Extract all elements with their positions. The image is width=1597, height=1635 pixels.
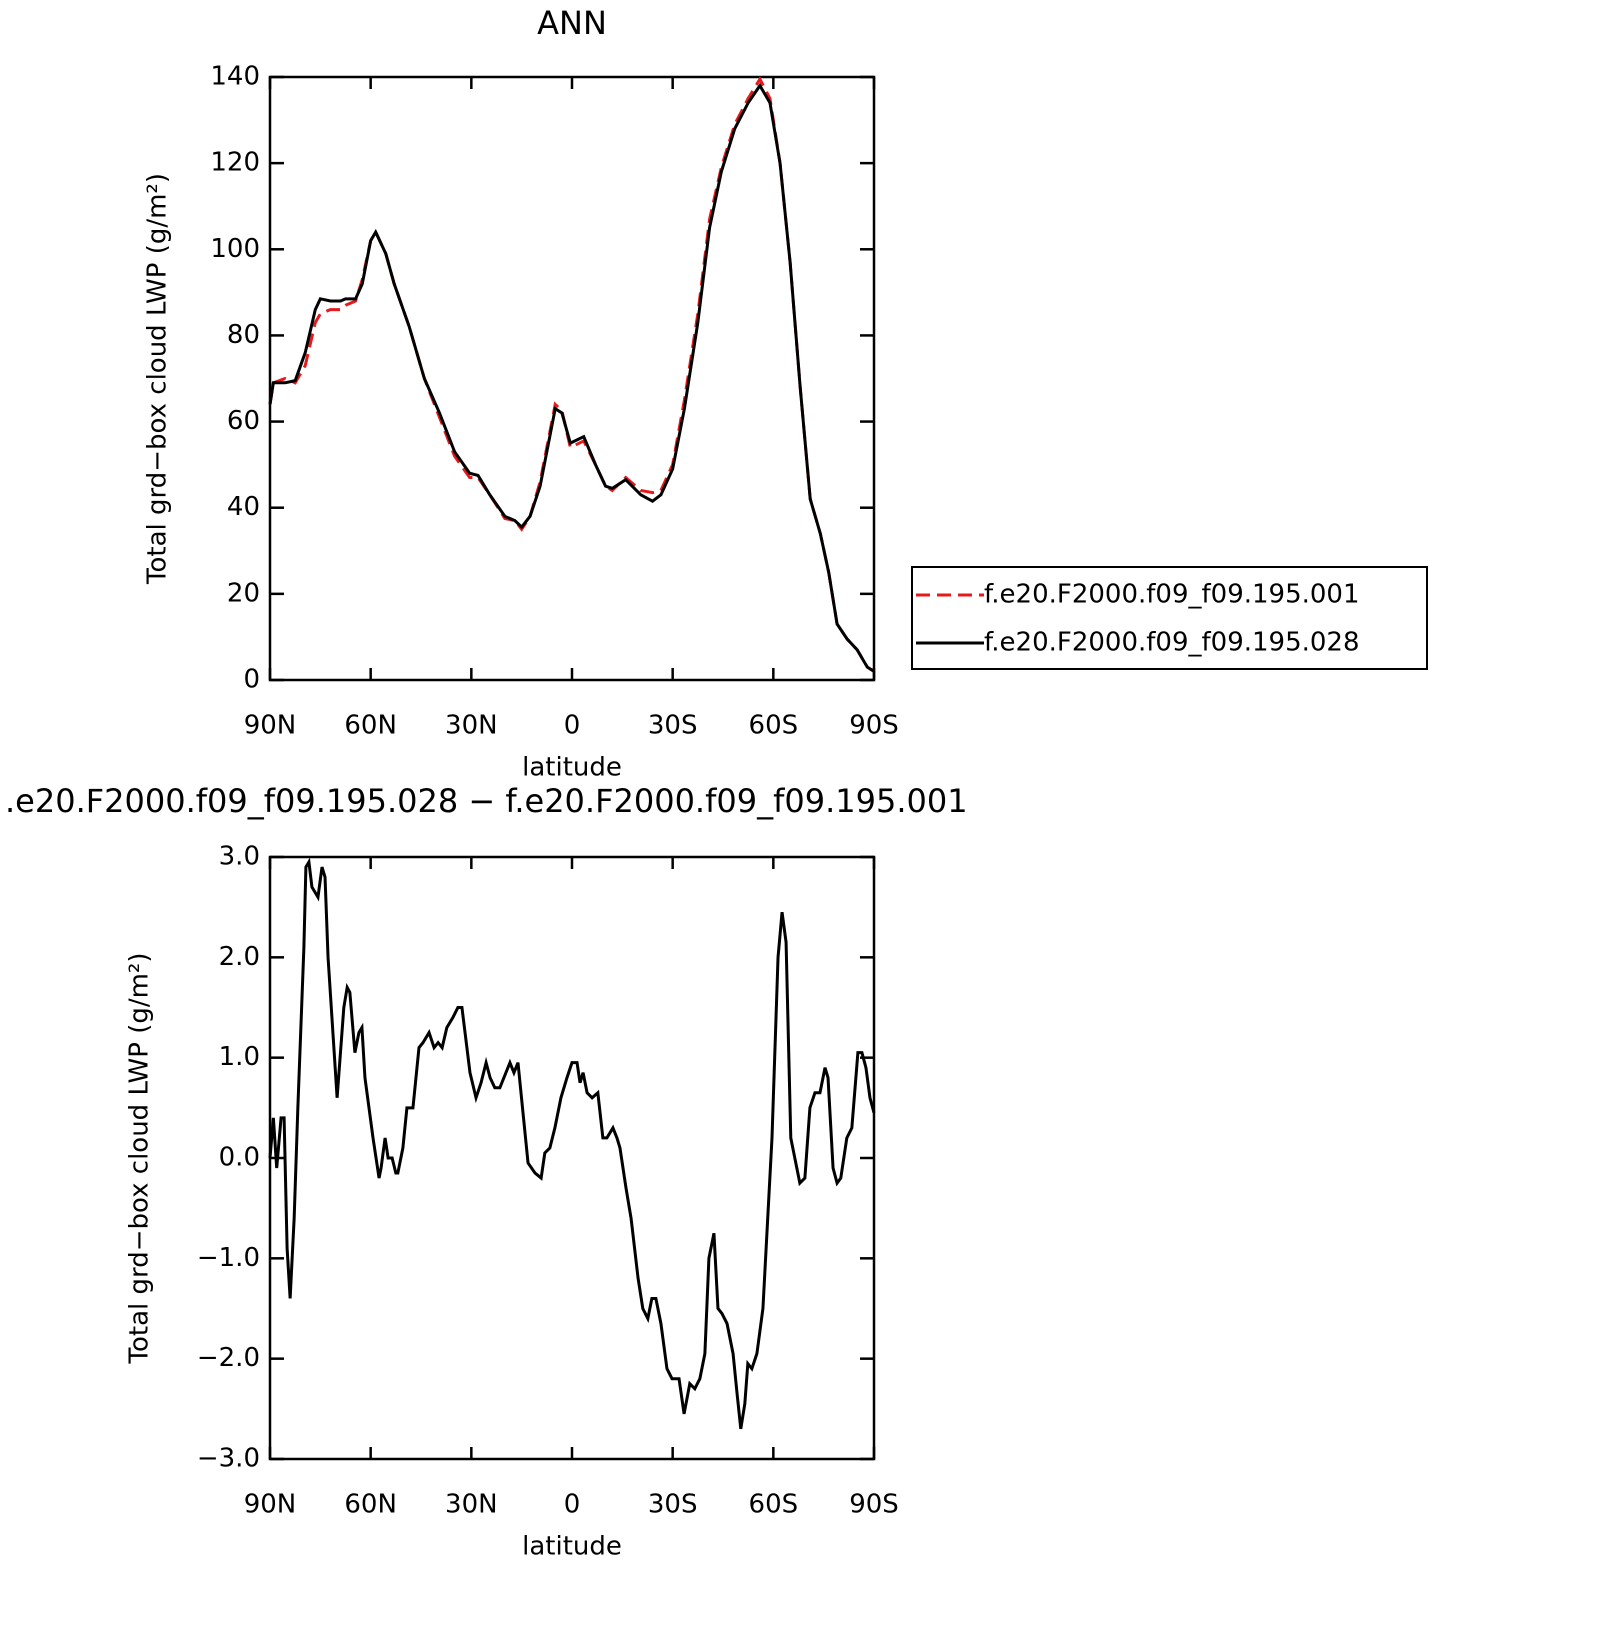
x-tick-label: 60S [749,1490,799,1520]
x-tick-label: 60N [344,711,397,741]
x-tick-label: 0 [564,711,581,741]
x-tick-label: 60S [749,711,799,741]
x-tick-label: 90S [849,1490,899,1520]
chart-title: ANN [537,4,607,42]
legend-label: f.e20.F2000.f09_f09.195.028 [984,628,1360,658]
y-tick-label: 140 [210,62,260,92]
x-tick-label: 90N [244,1490,297,1520]
y-tick-label: 3.0 [219,842,260,872]
y-tick-label: 80 [227,320,260,350]
y-tick-label: −3.0 [197,1444,260,1474]
y-tick-label: 20 [227,578,260,608]
y-tick-label: 1.0 [219,1042,260,1072]
y-tick-label: 60 [227,406,260,436]
data-line [268,82,875,673]
x-tick-label: 0 [564,1490,581,1520]
legend-label: f.e20.F2000.f09_f09.195.001 [984,580,1360,610]
chart-title: .e20.F2000.f09_f09.195.028 − f.e20.F2000… [5,782,968,820]
y-tick-label: 100 [210,234,260,264]
y-tick-label: 120 [210,148,260,178]
x-tick-label: 90N [244,711,297,741]
x-tick-label: 30S [648,711,698,741]
y-tick-label: −1.0 [197,1243,260,1273]
legend-box [911,566,1428,670]
y-tick-label: 0.0 [219,1143,260,1173]
x-tick-label: 90S [849,711,899,741]
x-tick-label: 30S [648,1490,698,1520]
data-line [268,857,876,1430]
x-tick-label: 30N [445,1490,498,1520]
x-axis-label: latitude [522,1532,622,1562]
y-axis-label: Total grd−box cloud LWP (g/m²) [125,953,155,1365]
x-tick-label: 60N [344,1490,397,1520]
x-axis-label: latitude [522,753,622,783]
y-axis-label: Total grd−box cloud LWP (g/m²) [143,173,173,585]
x-tick-label: 30N [445,711,498,741]
y-tick-label: 0 [243,665,260,695]
y-tick-label: 40 [227,492,260,522]
y-tick-label: 2.0 [219,942,260,972]
y-tick-label: −2.0 [197,1343,260,1373]
